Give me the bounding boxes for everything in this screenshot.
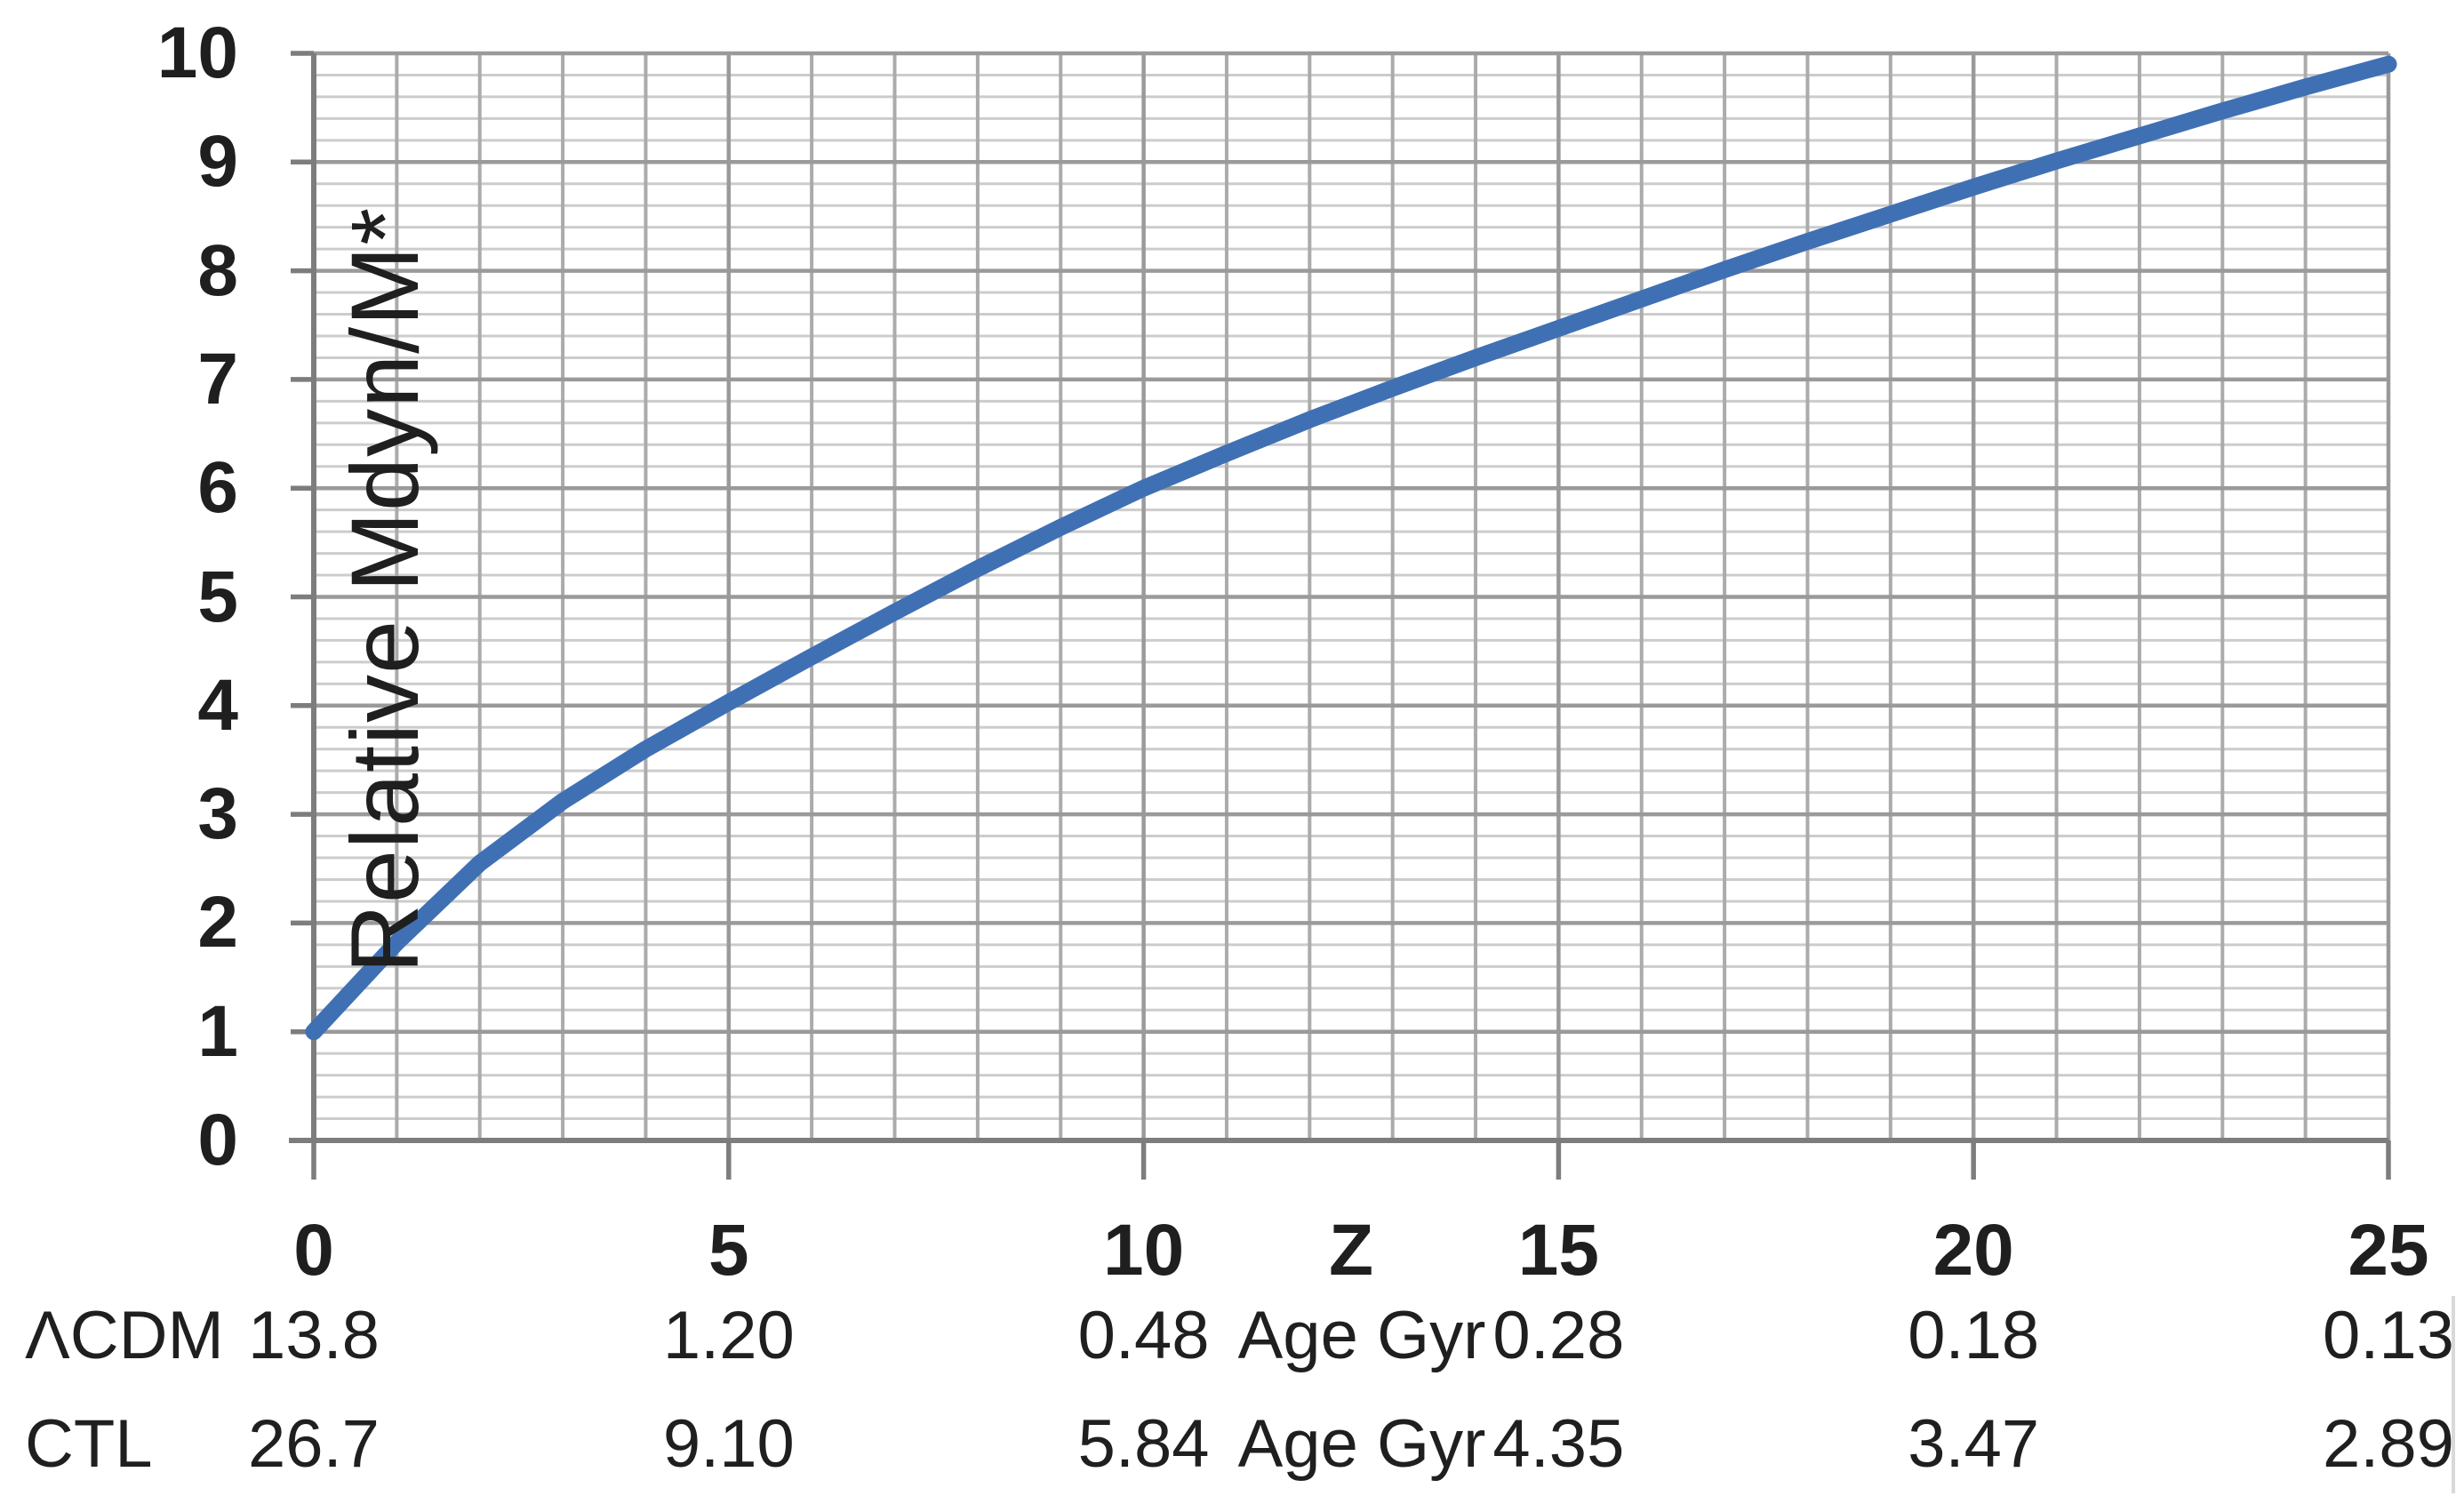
x-tick-label: 10 (1102, 1210, 1185, 1291)
y-tick-label: 1 (197, 990, 238, 1072)
y-tick-label: 4 (197, 664, 238, 746)
x-tick-label: 5 (708, 1210, 749, 1291)
x-tick-label: 0 (293, 1210, 334, 1291)
age-value: 0.13 (2323, 1298, 2454, 1373)
age-value: 4.35 (1492, 1406, 1625, 1482)
age-value: 0.28 (1492, 1298, 1625, 1373)
series-line (305, 55, 2397, 1041)
y-tick-label: 7 (197, 338, 238, 420)
y-tick-label: 8 (197, 229, 238, 311)
age-value: 3.47 (1908, 1406, 2040, 1482)
age-value: 0.48 (1077, 1298, 1210, 1373)
age-value: 5.84 (1077, 1406, 1210, 1482)
age-value: 13.8 (248, 1298, 380, 1373)
age-value: 0.18 (1908, 1298, 2040, 1373)
y-tick-label: 5 (197, 556, 238, 637)
age-row-label-ctl: CTL (25, 1406, 153, 1482)
y-axis-title: Relative Mdyn/M* (330, 206, 438, 974)
y-tick-label: 3 (197, 773, 238, 855)
x-tick-label: 25 (2348, 1210, 2429, 1291)
y-tick-label: 6 (197, 447, 238, 529)
y-tick-label: 2 (197, 882, 238, 964)
age-unit-label-lcdm: Age Gyr (1237, 1298, 1486, 1373)
x-tick-label: 20 (1932, 1210, 2014, 1291)
age-value: 2.89 (2323, 1406, 2454, 1482)
age-value: 9.10 (662, 1406, 795, 1482)
age-value: 1.20 (662, 1298, 795, 1373)
y-tick-label: 9 (197, 121, 238, 203)
x-axis-symbol: Z (1328, 1210, 1374, 1291)
x-tick-label: 15 (1517, 1210, 1599, 1291)
age-row-label-lcdm: ΛCDM (25, 1298, 224, 1373)
age-unit-label-ctl: Age Gyr (1237, 1406, 1486, 1482)
y-tick-label: 0 (197, 1100, 238, 1180)
age-value: 26.7 (248, 1406, 380, 1482)
y-tick-label: 10 (156, 12, 238, 93)
